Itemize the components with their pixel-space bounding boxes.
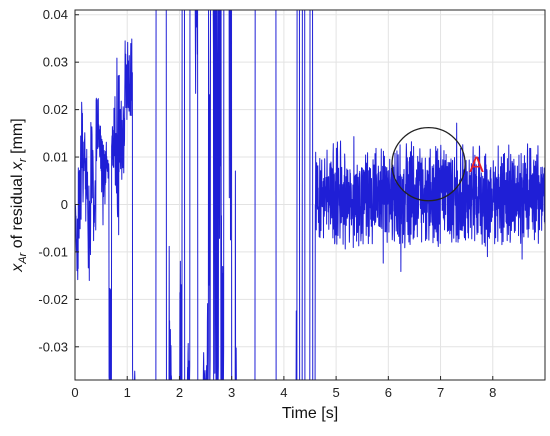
annotation-label: A bbox=[469, 152, 484, 177]
x-tick-label: 7 bbox=[437, 385, 444, 400]
y-tick-label: -0.01 bbox=[38, 244, 68, 259]
y-axis-ticks: -0.03 -0.02 -0.01 0 0.01 0.02 0.03 0.04 bbox=[38, 7, 79, 354]
y-axis-var-sub: Ar bbox=[17, 251, 29, 264]
x-tick-label: 2 bbox=[176, 385, 183, 400]
x-tick-label: 6 bbox=[385, 385, 392, 400]
y-tick-label: 0.01 bbox=[43, 150, 68, 165]
y-tick-label: 0 bbox=[61, 197, 68, 212]
x-axis-ticks: 0 1 2 3 4 5 6 7 8 bbox=[71, 376, 496, 400]
plot-area bbox=[74, 9, 546, 381]
x-axis-title: Time [s] bbox=[282, 405, 338, 422]
y-axis-var2-sub: r bbox=[17, 157, 29, 162]
x-tick-label: 8 bbox=[489, 385, 496, 400]
y-axis-var: x bbox=[9, 263, 26, 273]
y-tick-label: 0.03 bbox=[43, 55, 68, 70]
x-tick-label: 3 bbox=[228, 385, 235, 400]
y-axis-unit: [mm] bbox=[9, 118, 26, 158]
series-line bbox=[74, 9, 546, 381]
y-axis-var2: x bbox=[9, 161, 26, 171]
x-tick-label: 5 bbox=[332, 385, 339, 400]
y-tick-label: 0.02 bbox=[43, 102, 68, 117]
annotation-group: A bbox=[391, 126, 484, 202]
y-tick-label: -0.02 bbox=[38, 292, 68, 307]
y-tick-label: -0.03 bbox=[38, 339, 68, 354]
x-tick-label: 4 bbox=[280, 385, 287, 400]
y-tick-label: 0.04 bbox=[43, 7, 68, 22]
y-axis-middle: of residual bbox=[9, 170, 26, 253]
y-axis-title: xAr of residual xr [mm] bbox=[9, 118, 29, 272]
annotation-circle bbox=[391, 126, 466, 202]
x-tick-label: 1 bbox=[124, 385, 131, 400]
x-tick-label: 0 bbox=[71, 385, 78, 400]
plot-frame bbox=[74, 9, 546, 381]
